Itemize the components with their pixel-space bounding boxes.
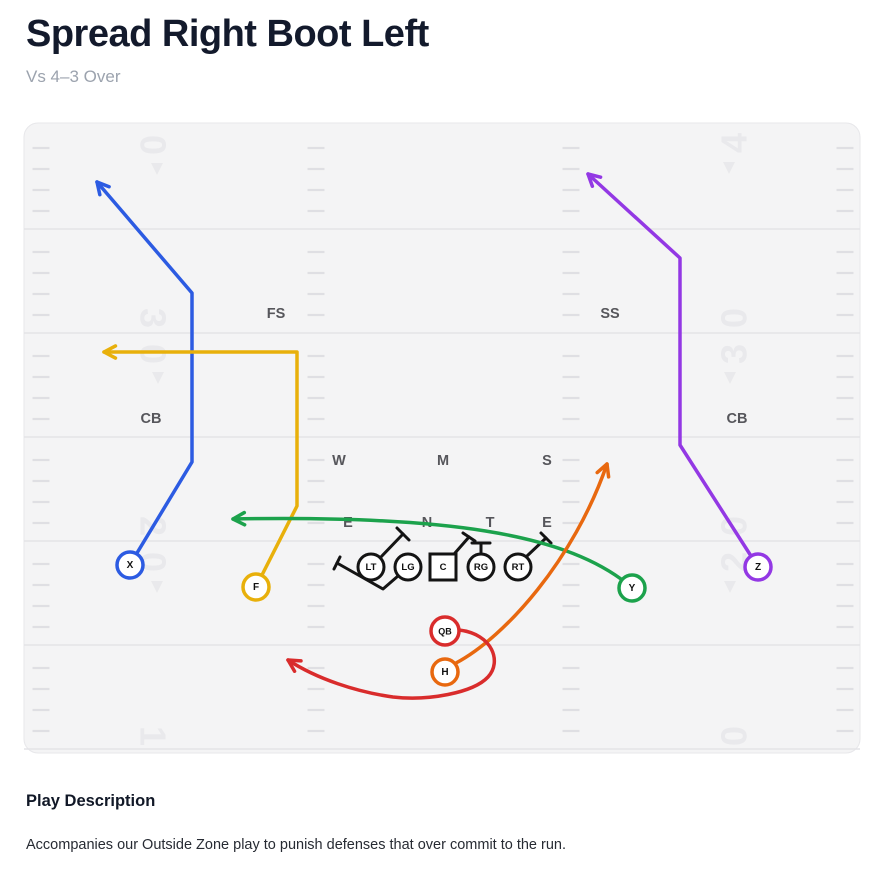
f-label: F [253,582,259,593]
route-f[interactable] [102,344,299,577]
lineman-rg[interactable]: RG [466,552,496,582]
lt-marker[interactable] [356,552,386,582]
block-lt [378,526,411,560]
yard-number-left-10-high: 1 [133,726,174,746]
route-f-arrowhead [102,344,118,360]
route-qb[interactable] [286,628,497,700]
y-marker[interactable] [617,573,647,603]
rg-marker[interactable] [466,552,496,582]
block-c [453,531,477,555]
block-rt [525,531,553,558]
yard-arrow [151,163,163,175]
route-qb-arrowhead [286,658,303,673]
yard-number-right-30-high: 0 [714,308,755,328]
block-c-cap [461,531,477,543]
defender-cb-right[interactable]: CB [727,411,748,427]
defender-t[interactable]: T [486,515,495,531]
yard-number-right-10-high: 0 [714,726,755,746]
yard-arrow [724,372,736,384]
block-lt-cap [395,526,411,542]
yard-number-left-40-low: 0 [133,135,174,155]
lineman-lt[interactable]: LT [356,552,386,582]
h-marker[interactable] [430,657,460,687]
block-rt-line [525,536,548,558]
qb-label: QB [438,627,452,637]
lineman-lg[interactable]: LG [393,552,423,582]
rt-label: RT [512,562,525,573]
defender-e-right[interactable]: E [542,515,552,531]
lg-label: LG [401,562,414,573]
block-lg-pull [332,555,400,591]
yard-arrow [152,372,164,384]
defender-w[interactable]: W [332,453,346,469]
block-lt-line [378,532,405,560]
x-marker[interactable] [115,550,145,580]
route-z-arrowhead [586,172,603,188]
player-f[interactable]: F [241,572,271,602]
player-z[interactable]: Z [743,552,773,582]
route-x[interactable] [95,180,194,555]
yard-number-right-40-low: 4 [714,133,755,153]
c-label: C [440,562,447,573]
play-description-text: Accompanies our Outside Zone play to pun… [26,837,567,853]
yard-number-right-30-low: 3 [714,344,755,364]
route-z[interactable] [586,172,753,558]
defender-ss[interactable]: SS [600,306,620,322]
route-y-arrowhead [231,510,247,527]
defender-fs[interactable]: FS [267,306,286,322]
route-h[interactable] [454,462,611,665]
yard-number-right-20-high: 0 [714,516,755,536]
lineman-c[interactable]: C [428,552,458,582]
rg-label: RG [474,562,488,573]
route-x-line [95,180,194,555]
block-c-line [453,535,471,555]
x-label: X [127,560,134,571]
route-z-line [586,172,753,558]
block-rg [470,541,492,555]
player-qb[interactable]: QB [429,615,461,647]
lt-label: LT [366,562,377,573]
c-marker[interactable] [428,552,458,582]
block-lg-pull-line [335,561,400,591]
z-marker[interactable] [743,552,773,582]
route-y-line [231,516,623,581]
route-h-arrowhead [595,462,611,479]
yard-arrow [151,581,163,593]
play-description-heading: Play Description [26,792,156,810]
route-x-arrowhead [95,180,111,197]
defender-s[interactable]: S [542,453,552,469]
yard-arrow [723,162,735,174]
y-label: Y [629,583,636,594]
play-description-section: Play Description Accompanies our Outside… [26,792,846,853]
field-surface [23,122,861,754]
z-label: Z [755,562,761,573]
lg-marker[interactable] [393,552,423,582]
page-title: Spread Right Boot Left [26,13,429,55]
player-y[interactable]: Y [617,573,647,603]
block-lg-pull-cap [332,555,342,571]
h-label: H [441,667,448,678]
rt-marker[interactable] [503,552,533,582]
block-rt-cap [539,531,553,545]
route-qb-line [286,628,497,700]
route-y[interactable] [231,510,623,581]
f-marker[interactable] [241,572,271,602]
player-h[interactable]: H [430,657,460,687]
page-subtitle: Vs 4–3 Over [26,66,121,86]
qb-marker[interactable] [429,615,461,647]
yard-arrow [724,581,736,593]
defender-cb-left[interactable]: CB [141,411,162,427]
lineman-rt[interactable]: RT [503,552,533,582]
route-f-line [102,350,299,577]
defender-m[interactable]: M [437,453,449,469]
page-header: Spread Right Boot Left Vs 4–3 Over [26,12,429,87]
yard-number-left-30-high: 3 [133,308,174,328]
player-x[interactable]: X [115,550,145,580]
route-h-line [454,462,609,665]
defender-e-left[interactable]: E [343,515,353,531]
yard-number-left-30-low: 0 [133,344,174,364]
